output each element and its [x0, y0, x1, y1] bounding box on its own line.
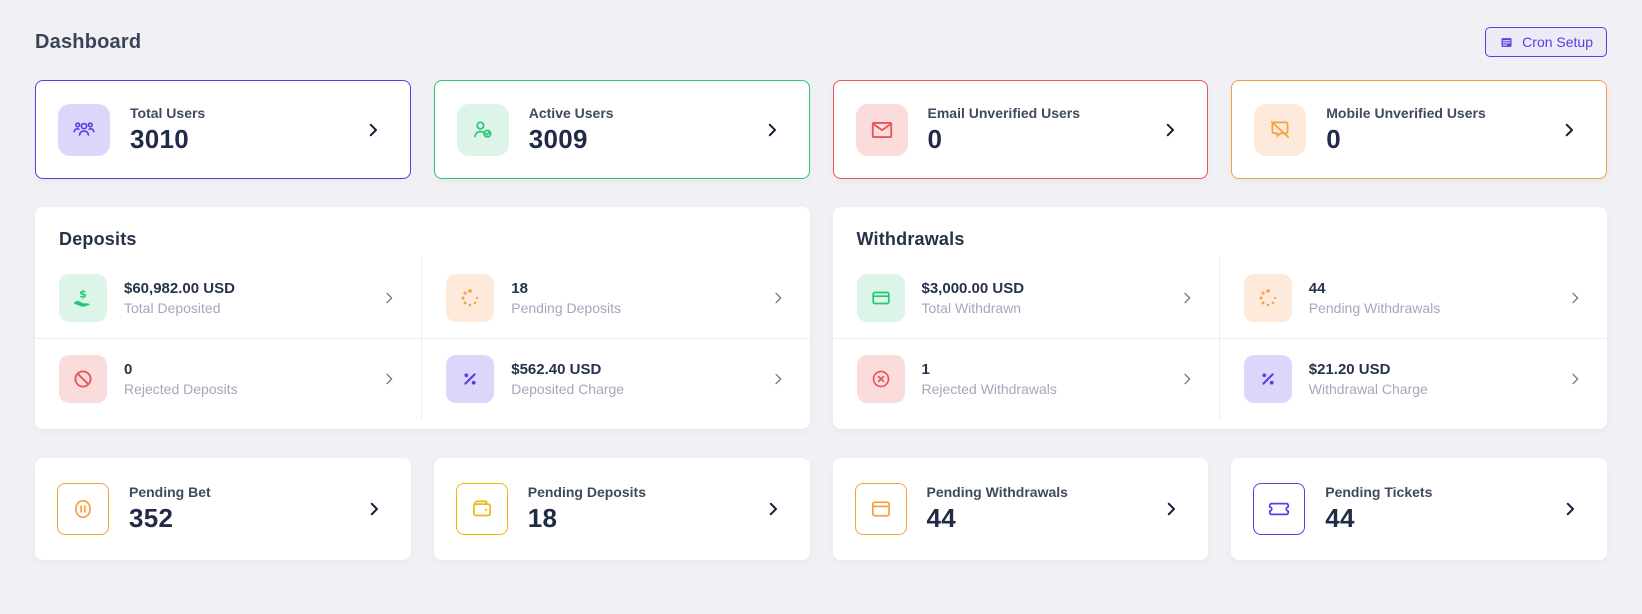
total-deposited-item[interactable]: $ $60,982.00 USD Total Deposited — [35, 258, 423, 339]
deposits-panel: Deposits $ $60,982.00 USD Total Deposite… — [35, 207, 810, 429]
stat-card-total-users[interactable]: Total Users 3010 — [35, 80, 411, 179]
top-stat-cards: Total Users 3010 Active Users 3009 — [35, 80, 1607, 179]
withdrawals-panel-title: Withdrawals — [856, 229, 965, 249]
stat-value: 352 — [129, 503, 174, 533]
page-header: Dashboard Cron Setup — [35, 26, 1607, 58]
item-value: 18 — [511, 280, 528, 297]
item-value: 1 — [921, 361, 930, 378]
stat-label: Email Unverified Users — [927, 104, 1081, 121]
rejected-deposits-item[interactable]: 0 Rejected Deposits — [35, 339, 423, 419]
circle-x-icon — [856, 355, 905, 403]
item-label: Deposited Charge — [511, 381, 625, 397]
chevron-right-icon[interactable] — [1567, 290, 1583, 306]
stat-value: 3010 — [130, 123, 190, 154]
total-withdrawn-item[interactable]: $3,000.00 USD Total Withdrawn — [832, 258, 1220, 339]
item-value: 0 — [124, 361, 133, 378]
deposits-panel-title: Deposits — [59, 229, 137, 249]
ticket-icon — [1253, 483, 1306, 535]
spinner-icon — [1243, 274, 1292, 322]
percent-icon — [446, 355, 495, 403]
stat-label: Total Users — [130, 104, 206, 121]
cron-setup-button[interactable]: Cron Setup — [1485, 27, 1607, 57]
server-icon — [1499, 35, 1514, 50]
percent-icon — [1243, 355, 1292, 403]
stat-card-email-unverified[interactable]: Email Unverified Users 0 — [832, 80, 1209, 179]
pending-deposits-card[interactable]: Pending Deposits 18 — [433, 458, 810, 560]
svg-text:$: $ — [79, 288, 87, 301]
item-value: $3,000.00 USD — [921, 280, 1025, 297]
chevron-right-icon[interactable] — [770, 371, 786, 387]
stat-label: Pending Withdrawals — [926, 484, 1068, 500]
rejected-withdrawals-item[interactable]: 1 Rejected Withdrawals — [833, 339, 1220, 419]
item-value: $60,982.00 USD — [124, 280, 235, 297]
stat-label: Active Users — [528, 104, 614, 121]
chevron-right-icon[interactable] — [1179, 290, 1195, 306]
stat-label: Pending Deposits — [527, 484, 646, 500]
user-check-icon — [456, 103, 509, 156]
ban-icon — [59, 355, 107, 403]
chevron-right-icon[interactable] — [381, 371, 397, 387]
comment-slash-icon — [1254, 103, 1307, 156]
item-value: $21.20 USD — [1308, 361, 1391, 378]
pending-deposits-item[interactable]: 18 Pending Deposits — [422, 258, 810, 339]
withdrawals-panel: Withdrawals $3,000.00 USD Total Withdraw… — [832, 207, 1607, 429]
stat-value: 0 — [927, 123, 943, 154]
bottom-pending-cards: Pending Bet 352 Pending Deposits 18 — [35, 458, 1607, 560]
mid-panels: Deposits $ $60,982.00 USD Total Deposite… — [35, 207, 1607, 429]
item-value: $562.40 USD — [511, 361, 602, 378]
chevron-right-icon[interactable] — [770, 290, 786, 306]
pending-bet-card[interactable]: Pending Bet 352 — [35, 458, 411, 560]
pending-withdrawals-card[interactable]: Pending Withdrawals 44 — [832, 458, 1209, 560]
item-value: 44 — [1308, 280, 1326, 297]
item-label: Total Withdrawn — [921, 300, 1022, 316]
stat-value: 44 — [1325, 503, 1355, 533]
deposited-charge-item[interactable]: $562.40 USD Deposited Charge — [422, 339, 809, 419]
item-label: Withdrawal Charge — [1308, 381, 1428, 397]
chevron-right-icon[interactable] — [1567, 371, 1583, 387]
credit-card-icon — [854, 483, 907, 535]
item-label: Rejected Withdrawals — [921, 381, 1057, 397]
stat-value: 18 — [527, 503, 558, 533]
item-label: Pending Withdrawals — [1308, 300, 1441, 316]
dashboard-page: Dashboard Cron Setup Total Users 3010 — [35, 26, 1607, 560]
hand-holding-dollar-icon: $ — [59, 274, 107, 322]
item-label: Rejected Deposits — [124, 381, 238, 397]
pending-tickets-card[interactable]: Pending Tickets 44 — [1231, 458, 1607, 560]
chevron-right-icon[interactable] — [1162, 500, 1180, 518]
chevron-right-icon[interactable] — [381, 290, 397, 306]
chevron-right-icon[interactable] — [1161, 121, 1179, 139]
chevron-right-icon[interactable] — [1561, 500, 1579, 518]
pending-withdrawals-item[interactable]: 44 Pending Withdrawals — [1219, 258, 1607, 339]
withdrawal-charge-item[interactable]: $21.20 USD Withdrawal Charge — [1220, 339, 1607, 419]
chevron-right-icon[interactable] — [1560, 121, 1578, 139]
chevron-right-icon[interactable] — [1179, 371, 1195, 387]
stat-card-mobile-unverified[interactable]: Mobile Unverified Users 0 — [1231, 80, 1607, 179]
credit-card-icon — [856, 274, 905, 322]
page-title: Dashboard — [35, 30, 142, 53]
pause-circle-icon — [57, 483, 109, 535]
stat-value: 0 — [1326, 123, 1342, 154]
users-icon — [58, 103, 110, 156]
chevron-right-icon[interactable] — [364, 121, 382, 139]
envelope-icon — [855, 103, 908, 156]
stat-label: Pending Bet — [129, 484, 211, 500]
stat-card-active-users[interactable]: Active Users 3009 — [433, 80, 810, 179]
chevron-right-icon[interactable] — [365, 500, 383, 518]
spinner-icon — [446, 274, 495, 322]
item-label: Total Deposited — [124, 300, 221, 316]
stat-value: 44 — [926, 503, 957, 533]
cron-setup-label: Cron Setup — [1522, 34, 1593, 50]
item-label: Pending Deposits — [511, 300, 621, 316]
stat-value: 3009 — [528, 123, 588, 154]
stat-label: Pending Tickets — [1325, 484, 1433, 500]
chevron-right-icon[interactable] — [764, 500, 782, 518]
stat-label: Mobile Unverified Users — [1326, 104, 1486, 121]
chevron-right-icon[interactable] — [763, 121, 781, 139]
wallet-icon — [455, 483, 508, 535]
